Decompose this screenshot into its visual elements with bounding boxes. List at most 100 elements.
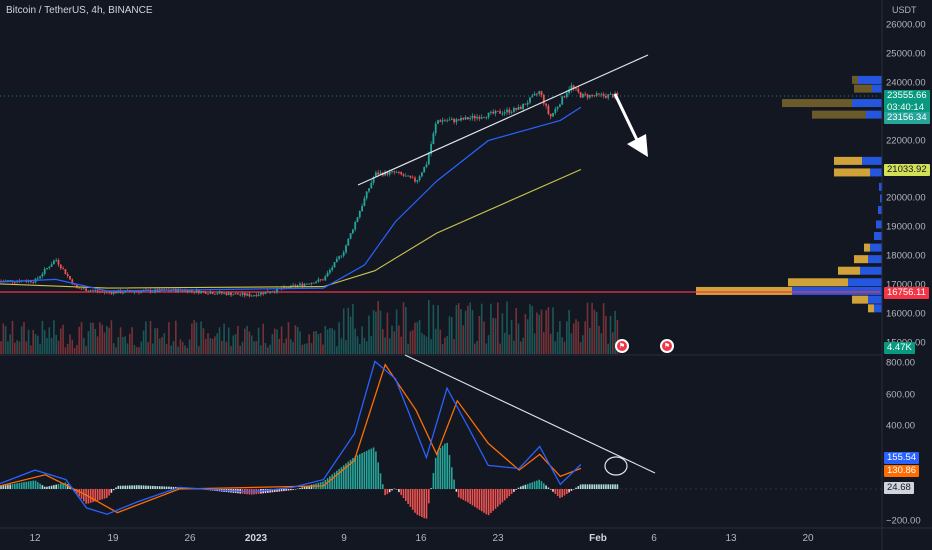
candle-body [393,171,396,173]
candle-body [437,120,439,124]
macd-value-tag: 155.54 [884,452,920,464]
histogram-bar [444,443,446,489]
volume-bar [246,325,248,354]
histogram-bar [94,489,97,502]
bar-countdown: 03:40:14 [887,102,924,113]
candle-body [57,260,60,265]
histogram-bar [161,486,163,489]
histogram-bar [377,462,379,489]
volume-profile-bar [834,168,870,177]
histogram-bar [616,484,619,489]
histogram-bar [333,472,336,489]
histogram-bar [520,486,522,489]
volume-bar [92,322,94,354]
volume-bar [188,339,191,354]
volume-bar [372,310,375,354]
candle-body [450,118,453,120]
volume-bar [607,343,609,354]
volume-bar [336,346,338,354]
volume-bar [499,343,501,354]
volume-bar [570,333,573,354]
candle-body [464,117,467,120]
histogram-bar [439,447,442,489]
candle-body [253,295,255,296]
volume-bar [423,334,425,354]
macd-axis-tick: 600.00 [886,389,916,400]
candle-body [404,175,407,177]
histogram-bar [283,489,285,492]
candle-body [345,245,347,253]
volume-bar [122,336,124,354]
candle-body [368,188,370,192]
volume-bar [471,310,474,354]
volume-profile-bar [852,295,868,304]
histogram-bar [584,484,586,489]
volume-bar [225,341,228,354]
candle-body [538,91,541,94]
volume-bar [71,339,74,354]
volume-profile-bar [834,156,862,165]
volume-bar [393,331,396,354]
time-axis-tick: 19 [107,533,119,544]
volume-bar [161,337,163,354]
histogram-bar [64,482,67,489]
volume-bar [480,303,483,354]
volume-bar [37,335,39,354]
volume-tag: 4.47K [884,342,915,354]
volume-bar [531,306,534,354]
histogram-bar [605,484,607,489]
histogram-bar [299,487,301,489]
volume-bar [561,337,563,354]
histogram-bar [363,451,366,489]
symbol-title[interactable]: Bitcoin / TetherUS, 4h, BINANCE [6,5,153,16]
us-flag-event-icon[interactable]: ⚑ [660,339,674,353]
histogram-bar [480,489,483,512]
candle-body [572,85,575,88]
volume-bar [492,317,494,354]
volume-bar [62,324,64,354]
histogram-bar [129,485,131,489]
volume-bar [202,328,205,354]
macd-trendline[interactable] [404,354,656,474]
volume-bar [34,334,37,354]
candle-body [363,198,366,206]
candle-body [533,93,536,96]
candle-body [409,175,412,178]
histogram-bar [434,457,437,489]
volume-bar [494,318,497,354]
candle-body [124,290,127,293]
histogram-bar [375,451,377,489]
histogram-bar [99,489,101,501]
candle-body [361,205,363,211]
histogram-bar [577,486,580,489]
candle-body [237,293,239,295]
histogram-bar [16,483,18,489]
candle-body [273,291,276,293]
volume-bar [232,335,235,354]
candle-body [386,171,389,175]
histogram-bar [48,486,51,489]
histogram-bar [368,449,370,489]
candle-body [347,238,350,246]
volume-bar [119,327,122,354]
histogram-bar [69,486,71,489]
histogram-bar [485,489,488,515]
upper-trendline[interactable] [357,54,649,186]
histogram-bar [513,489,515,492]
volume-bar [540,309,543,354]
candle-body [39,276,41,279]
histogram-bar [4,485,7,489]
volume-bar [524,313,527,354]
histogram-bar [285,489,287,491]
candle-body [430,144,432,154]
histogram-bar [27,481,30,489]
histogram-bar [39,483,41,489]
candle-body [117,290,120,294]
us-flag-event-icon[interactable]: ⚑ [615,339,629,353]
candle-body [358,210,361,218]
histogram-bar [428,489,430,504]
volume-bar [152,343,154,354]
volume-bar [572,323,575,354]
candle-body [485,117,488,119]
